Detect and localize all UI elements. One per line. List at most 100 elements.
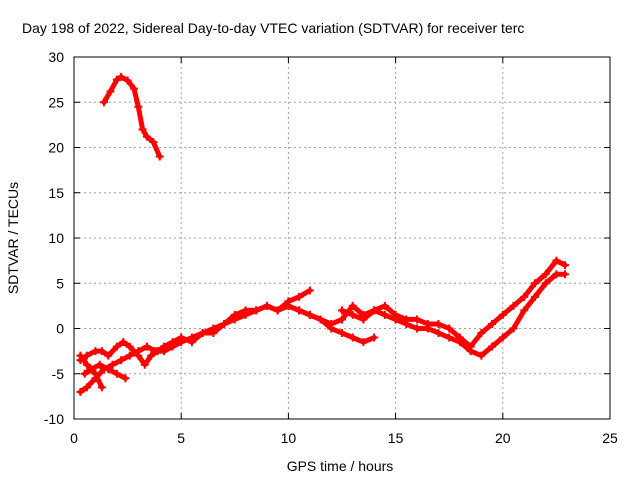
series-line-arc-5	[339, 258, 568, 350]
data-point	[552, 270, 561, 279]
data-point	[402, 315, 411, 324]
x-tick-label: 15	[388, 430, 404, 446]
data-point	[134, 347, 143, 356]
data-point	[76, 351, 85, 360]
data-point	[76, 387, 85, 396]
data-point	[434, 329, 443, 338]
data-point	[520, 306, 529, 315]
data-point	[198, 329, 207, 338]
data-point	[125, 342, 134, 351]
series-line-arc-7	[77, 353, 105, 390]
data-point	[82, 360, 91, 369]
data-point	[97, 347, 106, 356]
data-point	[82, 383, 91, 392]
data-point	[445, 333, 454, 342]
data-point	[104, 351, 113, 360]
data-point	[295, 306, 304, 315]
data-point	[338, 329, 346, 338]
data-point	[423, 319, 432, 328]
data-point	[97, 383, 106, 392]
data-point	[252, 306, 261, 315]
data-point	[434, 319, 443, 328]
x-tick-label: 25	[602, 430, 618, 446]
data-point	[241, 306, 250, 315]
data-point	[413, 315, 422, 324]
data-point	[100, 98, 109, 107]
data-point	[155, 152, 164, 161]
data-point	[142, 132, 151, 141]
data-point	[112, 75, 121, 84]
data-point	[130, 84, 139, 93]
y-axis-label: SDTVAR / TECUs	[5, 182, 21, 294]
data-point	[160, 347, 169, 356]
data-point	[117, 356, 126, 365]
data-point	[413, 324, 422, 333]
tick-labels: 0 5 10 15 20 25 -10 -5 0 5 10 15 20 25 30	[44, 49, 618, 446]
data-point	[348, 301, 357, 310]
data-point	[316, 315, 325, 324]
y-tick-label: 10	[48, 230, 64, 246]
data-point	[509, 301, 518, 310]
data-series	[76, 72, 569, 396]
data-point	[273, 306, 282, 315]
data-point	[552, 256, 561, 265]
data-point	[151, 347, 160, 356]
data-point	[455, 333, 464, 342]
x-tick-label: 0	[70, 430, 78, 446]
data-point	[140, 360, 149, 369]
data-point	[149, 138, 158, 147]
data-point	[104, 365, 113, 374]
data-point	[168, 342, 177, 351]
data-point	[348, 333, 357, 342]
data-point	[530, 292, 539, 301]
y-tick-label: 15	[48, 185, 64, 201]
data-point	[121, 374, 130, 383]
data-point	[488, 342, 497, 351]
data-point	[380, 301, 389, 310]
data-point	[305, 310, 314, 319]
data-point	[338, 315, 346, 324]
data-point	[177, 338, 186, 347]
grid	[74, 57, 610, 419]
x-tick-label: 20	[495, 430, 511, 446]
data-point	[106, 87, 115, 96]
data-point	[477, 329, 486, 338]
data-point	[560, 261, 569, 270]
y-tick-label: 30	[48, 49, 64, 65]
data-point	[370, 306, 379, 315]
data-point	[305, 286, 314, 295]
data-point	[95, 360, 104, 369]
data-point	[108, 360, 117, 369]
data-point	[142, 342, 151, 351]
y-tick-label: -10	[44, 411, 64, 427]
data-point	[498, 310, 507, 319]
data-point	[477, 351, 486, 360]
data-point	[147, 351, 156, 360]
y-tick-label: 20	[48, 140, 64, 156]
data-point	[91, 369, 100, 378]
data-point	[380, 310, 389, 319]
series-line-arc-4	[285, 271, 568, 359]
data-point	[220, 319, 229, 328]
data-point	[560, 270, 569, 279]
x-tick-label: 5	[177, 430, 185, 446]
data-point	[445, 324, 454, 333]
plot-frame	[73, 56, 611, 420]
data-point	[520, 292, 529, 301]
data-point	[338, 306, 346, 315]
data-point	[138, 125, 147, 134]
data-point	[209, 324, 218, 333]
data-point	[466, 342, 475, 351]
data-point	[187, 333, 196, 342]
data-point	[359, 338, 368, 347]
data-point	[284, 301, 293, 310]
y-tick-label: 5	[56, 275, 64, 291]
series-line-arc-2	[77, 288, 313, 368]
data-point	[80, 369, 89, 378]
data-point	[134, 102, 143, 111]
y-tick-label: 25	[48, 94, 64, 110]
data-point	[391, 310, 400, 319]
data-point	[262, 301, 271, 310]
data-point	[541, 270, 550, 279]
